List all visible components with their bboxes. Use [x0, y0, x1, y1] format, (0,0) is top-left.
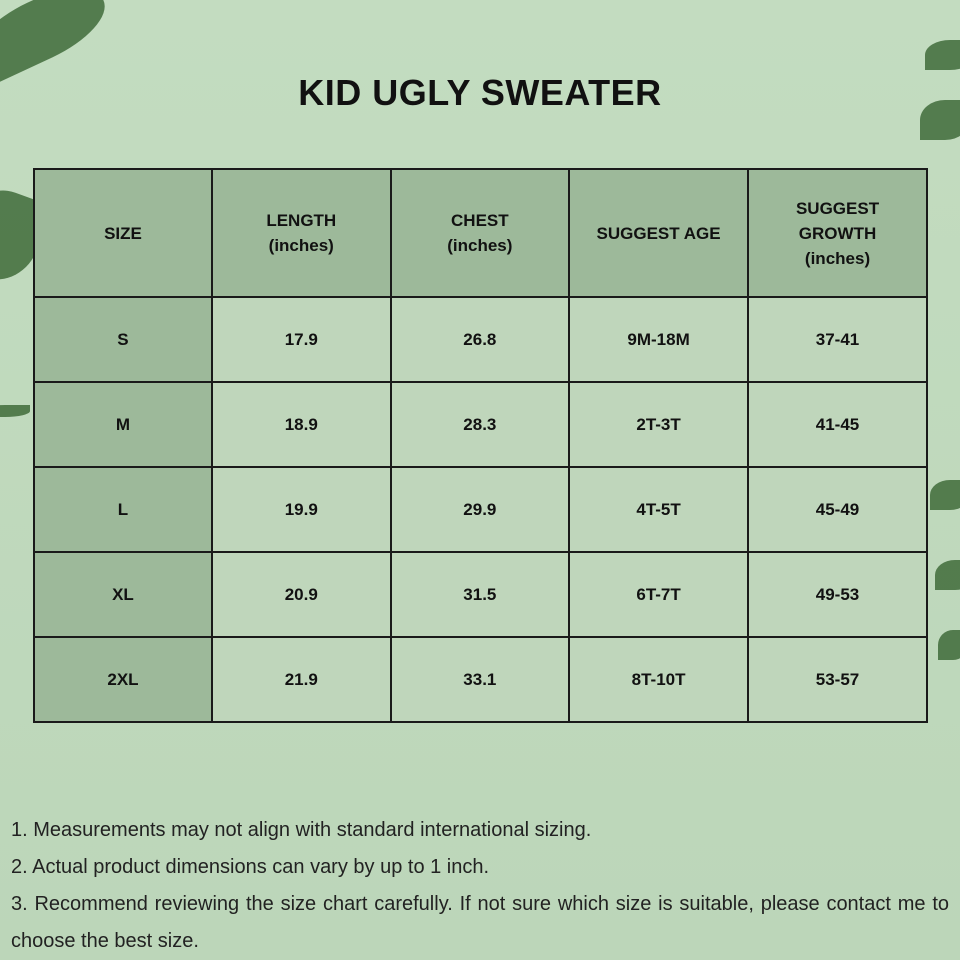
cell-length: 20.9	[210, 551, 392, 638]
leaf-decoration	[930, 480, 960, 510]
cell-chest: 31.5	[389, 551, 571, 638]
cell-length: 21.9	[210, 636, 392, 723]
header-text: SUGGEST AGE	[596, 223, 721, 243]
size-chart-table: SIZE LENGTH (inches) CHEST (inches) SUGGES…	[33, 168, 928, 723]
cell-suggest-age: 8T-10T	[568, 636, 750, 723]
cell-size: L	[33, 466, 213, 553]
cell-length: 18.9	[210, 381, 392, 468]
cell-suggest-growth: 49-53	[747, 551, 928, 638]
table-header-row: SIZE LENGTH (inches) CHEST (inches) SUGGES…	[33, 168, 928, 298]
page-title: KID UGLY SWEATER	[298, 72, 662, 113]
header-suggest-growth: SUGGEST GROWTH (inches)	[747, 168, 928, 298]
cell-suggest-age: 2T-3T	[568, 381, 750, 468]
leaf-decoration	[925, 40, 960, 70]
header-unit: (inches)	[268, 236, 334, 255]
header-text: SUGGEST	[795, 198, 880, 218]
note-item: 3. Recommend reviewing the size chart ca…	[11, 893, 949, 952]
cell-length: 17.9	[210, 296, 392, 383]
cell-size: 2XL	[33, 636, 213, 723]
cell-chest: 26.8	[389, 296, 571, 383]
header-text: SIZE	[104, 223, 142, 243]
cell-size: M	[33, 381, 213, 468]
header-text: GROWTH	[798, 223, 877, 243]
cell-size: XL	[33, 551, 213, 638]
cell-suggest-age: 6T-7T	[568, 551, 750, 638]
table-row: S 17.9 26.8 9M-18M 37-41	[33, 296, 928, 383]
header-suggest-age: SUGGEST AGE	[568, 168, 750, 298]
table-row: L 19.9 29.9 4T-5T 45-49	[33, 466, 928, 553]
table-row: XL 20.9 31.5 6T-7T 49-53	[33, 551, 928, 638]
header-length: LENGTH (inches)	[210, 168, 392, 298]
header-text: LENGTH	[266, 211, 337, 230]
header-chest: CHEST (inches)	[389, 168, 571, 298]
leaf-decoration	[938, 630, 960, 660]
leaf-decoration	[0, 405, 30, 417]
header-size: SIZE	[33, 168, 213, 298]
cell-suggest-age: 4T-5T	[568, 466, 750, 553]
cell-suggest-growth: 45-49	[747, 466, 928, 553]
table-row: 2XL 21.9 33.1 8T-10T 53-57	[33, 636, 928, 723]
header-unit: (inches)	[804, 248, 871, 268]
cell-suggest-age: 9M-18M	[568, 296, 750, 383]
cell-suggest-growth: 53-57	[747, 636, 928, 723]
cell-chest: 33.1	[389, 636, 571, 723]
cell-length: 19.9	[210, 466, 392, 553]
notes: 1. Measurements may not align with stand…	[11, 812, 949, 960]
cell-suggest-growth: 37-41	[747, 296, 928, 383]
header-unit: (inches)	[447, 236, 513, 255]
cell-size: S	[33, 296, 213, 383]
note-item: 2. Actual product dimensions can vary by…	[11, 856, 490, 878]
cell-suggest-growth: 41-45	[747, 381, 928, 468]
cell-chest: 28.3	[389, 381, 571, 468]
table-row: M 18.9 28.3 2T-3T 41-45	[33, 381, 928, 468]
header-text: CHEST	[451, 211, 509, 230]
leaf-decoration	[920, 100, 960, 140]
leaf-decoration	[935, 560, 960, 590]
cell-chest: 29.9	[389, 466, 571, 553]
note-item: 1. Measurements may not align with stand…	[11, 819, 592, 841]
